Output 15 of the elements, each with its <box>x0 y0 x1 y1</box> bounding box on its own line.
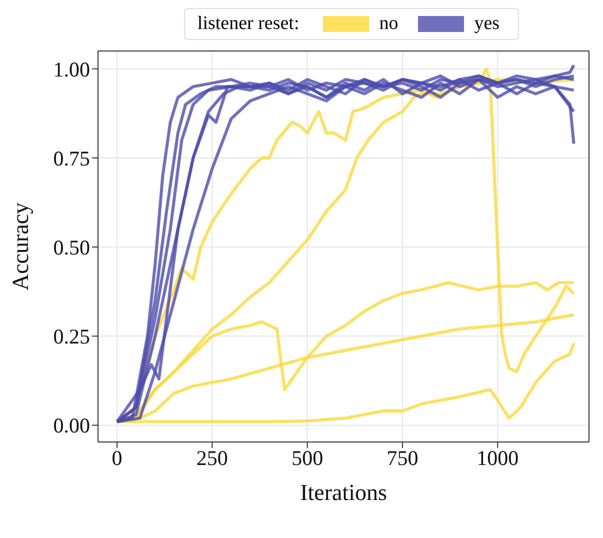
y-tick-label: 0.50 <box>53 235 90 260</box>
x-axis-title: Iterations <box>300 480 387 505</box>
y-axis-title: Accuracy <box>8 202 34 291</box>
x-tick-label: 500 <box>292 446 324 470</box>
y-tick-label: 0.75 <box>53 146 90 170</box>
legend-label: yes <box>474 13 500 35</box>
x-tick-label: 750 <box>386 446 418 470</box>
x-tick-label: 250 <box>196 446 228 470</box>
legend-label: no <box>379 13 398 35</box>
y-tick-label: 0.00 <box>53 414 90 438</box>
x-tick-label: 0 <box>112 446 122 470</box>
x-tick-label: 1000 <box>476 446 519 470</box>
legend-title: listener reset: <box>197 13 300 35</box>
y-tick-label: 1.00 <box>53 57 90 82</box>
y-tick-label: 0.25 <box>53 324 90 349</box>
